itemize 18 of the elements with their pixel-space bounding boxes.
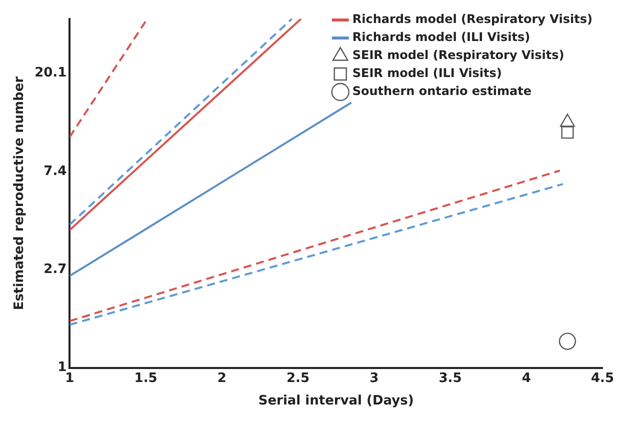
x-tick-label: 2 xyxy=(217,370,226,386)
x-tick-label: 4 xyxy=(522,370,531,386)
y-tick-label: 2.7 xyxy=(44,262,67,278)
y-tick-label: 7.4 xyxy=(44,164,67,179)
y-tick-label: 20.1 xyxy=(34,66,67,81)
x-tick-label: 3.5 xyxy=(438,370,462,386)
x-axis-title: Serial interval (Days) xyxy=(258,394,414,409)
x-tick-label: 4.5 xyxy=(590,370,614,386)
y-axis-title: Estimated reproductive number xyxy=(12,76,28,310)
y-tick-label: 1 xyxy=(58,360,67,376)
legend-label: Richards model (Respiratory Visits) xyxy=(352,12,592,26)
x-tick-label: 2.5 xyxy=(286,370,310,386)
x-tick-label: 3 xyxy=(370,370,379,386)
x-tick-label: 1.5 xyxy=(134,370,158,386)
legend-label: Richards model (ILI Visits) xyxy=(352,30,530,44)
legend-label: Southern ontario estimate xyxy=(352,84,532,98)
legend-label: SEIR model (Respiratory Visits) xyxy=(352,48,564,62)
legend-label: SEIR model (ILI Visits) xyxy=(352,66,502,80)
